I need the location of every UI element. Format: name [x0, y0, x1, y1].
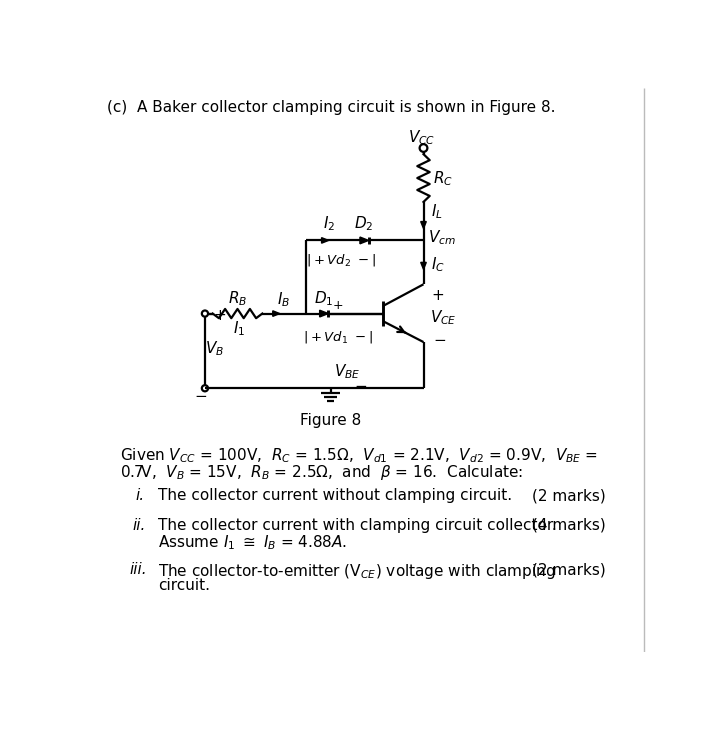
Text: $I_2$: $I_2$	[323, 214, 335, 233]
Text: The collector current without clamping circuit.: The collector current without clamping c…	[158, 488, 513, 504]
Text: $V_{CC}$: $V_{CC}$	[407, 129, 435, 147]
Polygon shape	[421, 262, 426, 269]
Text: (2 marks): (2 marks)	[532, 562, 606, 578]
Text: $+$: $+$	[332, 299, 343, 312]
Text: The collector current with clamping circuit collector.: The collector current with clamping circ…	[158, 517, 557, 533]
Text: 0.7V,  $V_B$ = 15V,  $R_B$ = 2.5$\Omega$,  and  $\beta$ = 16.  Calculate:: 0.7V, $V_B$ = 15V, $R_B$ = 2.5$\Omega$, …	[120, 463, 523, 482]
Text: $R_B$: $R_B$	[228, 289, 247, 308]
Text: $D_2$: $D_2$	[354, 214, 373, 233]
Text: $V_B$: $V_B$	[205, 339, 224, 358]
Polygon shape	[360, 237, 369, 244]
Text: $I_C$: $I_C$	[431, 256, 445, 274]
Polygon shape	[320, 310, 329, 317]
Text: The collector-to-emitter (V$_{CE}$) voltage with clamping: The collector-to-emitter (V$_{CE}$) volt…	[158, 562, 556, 581]
Text: $+$: $+$	[431, 288, 444, 303]
Text: Figure 8: Figure 8	[300, 413, 361, 428]
Text: (2 marks): (2 marks)	[532, 488, 606, 504]
Text: $I_B$: $I_B$	[277, 290, 290, 309]
Text: (4 marks): (4 marks)	[532, 517, 606, 533]
Text: iii.: iii.	[129, 562, 147, 578]
Text: $I_1$: $I_1$	[233, 320, 245, 339]
Text: (c)  A Baker collector clamping circuit is shown in Figure 8.: (c) A Baker collector clamping circuit i…	[108, 100, 556, 115]
Text: $R_C$: $R_C$	[432, 169, 453, 188]
Text: $|+ Vd_1\ -|$: $|+ Vd_1\ -|$	[303, 328, 373, 345]
Text: $I_L$: $I_L$	[431, 202, 443, 221]
Text: Given $V_{CC}$ = 100V,  $R_C$ = 1.5$\Omega$,  $V_{d1}$ = 2.1V,  $V_{d2}$ = 0.9V,: Given $V_{CC}$ = 100V, $R_C$ = 1.5$\Omeg…	[120, 446, 598, 465]
Text: i.: i.	[135, 488, 144, 504]
Text: circuit.: circuit.	[158, 578, 210, 593]
Text: $V_{CE}$: $V_{CE}$	[430, 308, 456, 327]
Text: $V_{cm}$: $V_{cm}$	[428, 229, 456, 248]
Polygon shape	[421, 221, 426, 229]
Text: $|+ Vd_2\ -|$: $|+ Vd_2\ -|$	[306, 252, 376, 268]
Text: $-$: $-$	[194, 387, 208, 402]
Text: $V_{BE}$: $V_{BE}$	[334, 362, 361, 380]
Text: Assume $I_1$ $\cong$ $I_B$ = 4.88$A$.: Assume $I_1$ $\cong$ $I_B$ = 4.88$A$.	[158, 533, 348, 552]
Text: $-$: $-$	[355, 377, 367, 392]
Text: ii.: ii.	[132, 517, 145, 533]
Polygon shape	[273, 311, 279, 317]
Text: $-$: $-$	[432, 331, 446, 346]
Polygon shape	[321, 237, 329, 243]
Text: $D_1$: $D_1$	[314, 289, 334, 308]
Text: $+$: $+$	[213, 309, 226, 323]
